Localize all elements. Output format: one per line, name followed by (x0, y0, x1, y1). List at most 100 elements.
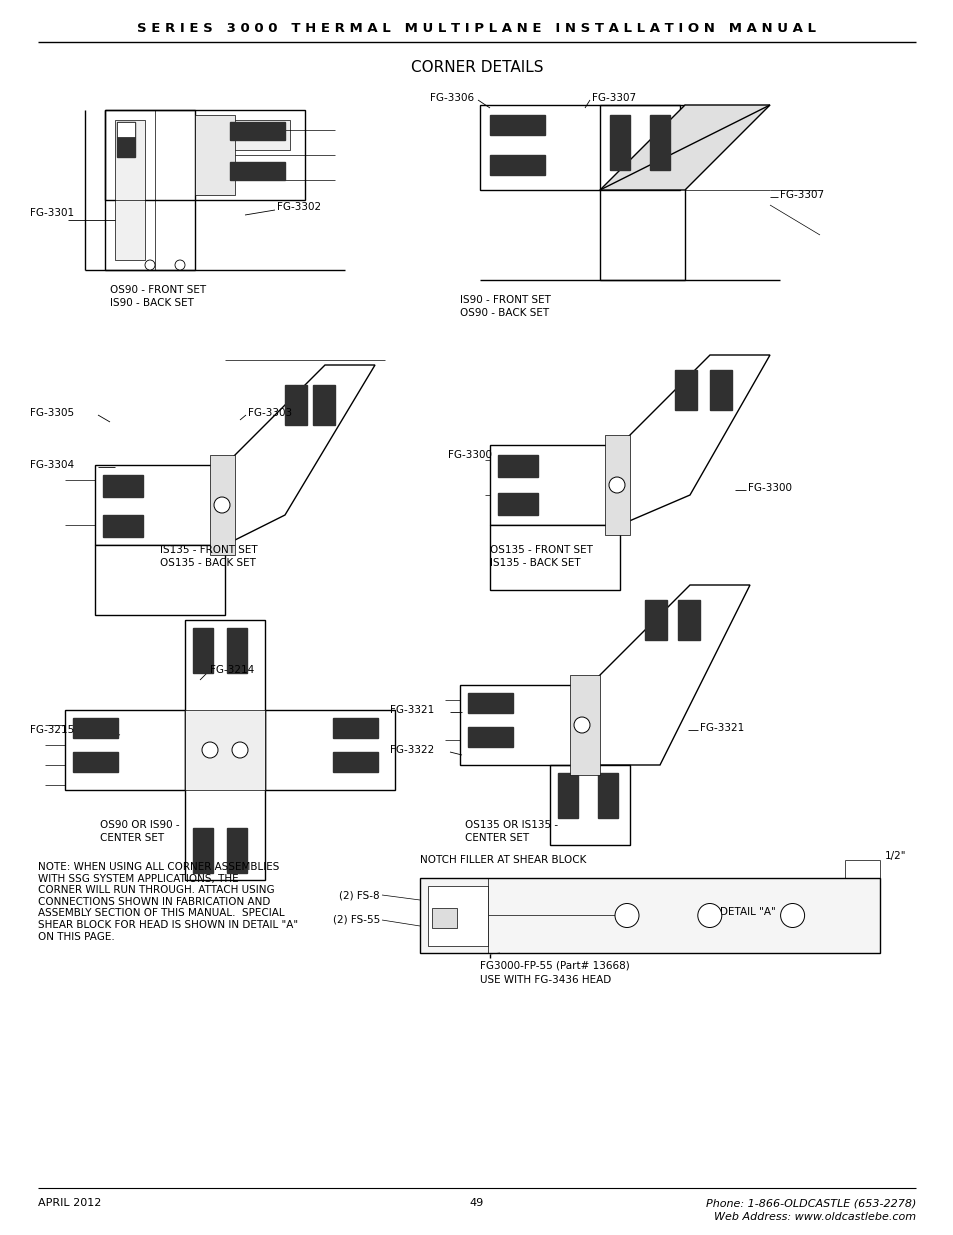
Bar (230, 122, 285, 140)
Bar (599, 105, 684, 280)
Text: CENTER SET: CENTER SET (464, 832, 529, 844)
Text: OS90 - FRONT SET: OS90 - FRONT SET (110, 285, 206, 295)
Text: FG-3321: FG-3321 (390, 705, 434, 715)
Text: CENTER SET: CENTER SET (100, 832, 164, 844)
Bar (490, 445, 619, 525)
Circle shape (780, 904, 803, 927)
Bar (333, 752, 377, 772)
Polygon shape (599, 105, 769, 190)
Text: FG3000-FP-55 (Part# 13668): FG3000-FP-55 (Part# 13668) (479, 960, 629, 969)
Bar (333, 718, 377, 739)
Text: Phone: 1-866-OLDCASTLE (653-2278): Phone: 1-866-OLDCASTLE (653-2278) (705, 1198, 915, 1208)
Bar (479, 105, 679, 190)
Bar (227, 629, 247, 673)
Bar (95, 466, 225, 545)
Bar (598, 773, 618, 818)
Text: DETAIL "A": DETAIL "A" (720, 906, 775, 918)
Bar (117, 122, 135, 137)
Bar (285, 385, 307, 425)
Text: OS135 - FRONT SET: OS135 - FRONT SET (490, 545, 592, 555)
Text: FG-3304: FG-3304 (30, 459, 74, 471)
Text: FG-3305: FG-3305 (30, 408, 74, 417)
Bar (428, 885, 488, 946)
Bar (604, 435, 629, 535)
Circle shape (213, 496, 230, 513)
Text: OS135 - BACK SET: OS135 - BACK SET (160, 558, 255, 568)
Text: FG-3300: FG-3300 (448, 450, 492, 459)
Text: FG-3301: FG-3301 (30, 207, 74, 219)
Text: FG-3322: FG-3322 (390, 745, 434, 755)
Text: FG-3321: FG-3321 (700, 722, 743, 734)
Bar (193, 827, 213, 873)
Bar (73, 718, 118, 739)
Text: IS135 - FRONT SET: IS135 - FRONT SET (160, 545, 257, 555)
Polygon shape (589, 585, 749, 764)
Text: IS90 - FRONT SET: IS90 - FRONT SET (459, 295, 550, 305)
Bar (230, 162, 285, 180)
Polygon shape (619, 354, 769, 525)
Circle shape (574, 718, 589, 734)
Bar (225, 120, 290, 149)
Circle shape (232, 742, 248, 758)
Text: FG-3306: FG-3306 (430, 93, 474, 103)
Text: NOTCH FILLER AT SHEAR BLOCK: NOTCH FILLER AT SHEAR BLOCK (419, 855, 586, 864)
Bar (497, 493, 537, 515)
Bar (313, 385, 335, 425)
Bar (675, 370, 697, 410)
Bar (609, 115, 629, 170)
Polygon shape (225, 366, 375, 545)
Text: 1/2": 1/2" (884, 851, 905, 861)
Bar (265, 710, 395, 790)
Text: FG-3300: FG-3300 (747, 483, 791, 493)
Bar (185, 620, 265, 881)
Bar (468, 727, 513, 747)
Bar (497, 454, 537, 477)
Circle shape (174, 261, 185, 270)
Bar (419, 878, 879, 953)
Circle shape (615, 904, 639, 927)
Bar (105, 110, 305, 200)
Text: USE WITH FG-3436 HEAD: USE WITH FG-3436 HEAD (479, 974, 611, 986)
Text: IS90 - BACK SET: IS90 - BACK SET (110, 298, 193, 308)
Bar (558, 773, 578, 818)
Bar (73, 752, 118, 772)
Bar (490, 156, 544, 175)
Bar (194, 115, 234, 195)
Text: APRIL 2012: APRIL 2012 (38, 1198, 101, 1208)
Bar (193, 629, 213, 673)
Bar (103, 475, 143, 496)
Text: FG-3215: FG-3215 (30, 725, 74, 735)
Text: FG-3214: FG-3214 (210, 664, 254, 676)
Text: FG-3307: FG-3307 (592, 93, 636, 103)
Bar (459, 685, 589, 764)
Bar (115, 120, 145, 261)
Bar (490, 115, 544, 135)
Circle shape (697, 904, 721, 927)
Circle shape (202, 742, 218, 758)
Text: (2) FS-55: (2) FS-55 (333, 915, 379, 925)
Bar (65, 710, 185, 790)
Bar (117, 122, 135, 157)
Bar (709, 370, 731, 410)
Text: OS135 OR IS135 -: OS135 OR IS135 - (464, 820, 558, 830)
Text: OS90 OR IS90 -: OS90 OR IS90 - (100, 820, 179, 830)
Bar (227, 827, 247, 873)
Text: OS90 - BACK SET: OS90 - BACK SET (459, 308, 549, 317)
Bar (649, 115, 669, 170)
Circle shape (608, 477, 624, 493)
Text: FG-3302: FG-3302 (276, 203, 321, 212)
Text: S E R I E S   3 0 0 0   T H E R M A L   M U L T I P L A N E   I N S T A L L A T : S E R I E S 3 0 0 0 T H E R M A L M U L … (137, 21, 816, 35)
Text: CORNER DETAILS: CORNER DETAILS (411, 61, 542, 75)
Text: NOTE: WHEN USING ALL CORNER ASSEMBLIES
WITH SSG SYSTEM APPLICATIONS, THE
CORNER : NOTE: WHEN USING ALL CORNER ASSEMBLIES W… (38, 862, 297, 941)
Bar (644, 600, 666, 640)
Bar (105, 110, 194, 270)
Bar (210, 454, 234, 555)
Bar (550, 764, 629, 845)
Bar (468, 693, 513, 713)
Bar (569, 676, 599, 776)
Text: IS135 - BACK SET: IS135 - BACK SET (490, 558, 580, 568)
Circle shape (145, 261, 154, 270)
Bar (432, 908, 456, 927)
Bar (103, 515, 143, 537)
Polygon shape (490, 525, 619, 590)
